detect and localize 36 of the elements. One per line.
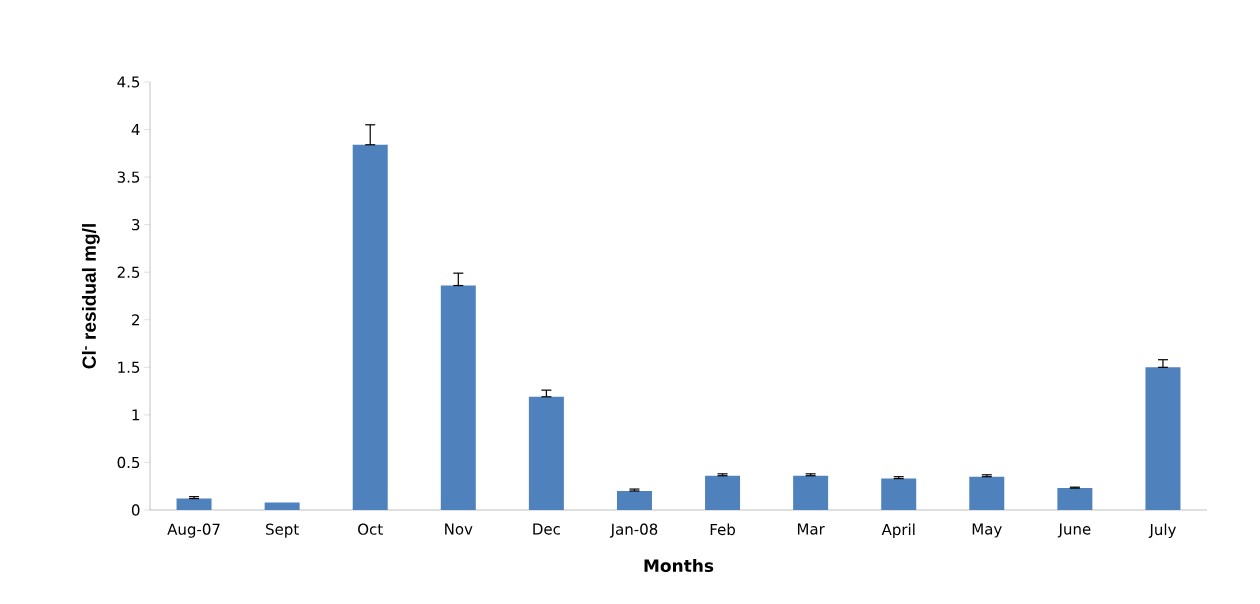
bar — [969, 476, 1005, 510]
bar — [528, 396, 564, 510]
bar — [616, 490, 652, 510]
y-tick-label: 2.5 — [117, 266, 140, 278]
x-tick-label: Nov — [445, 523, 473, 535]
y-tick-label: 4 — [131, 124, 140, 136]
x-tick-label: Dec — [533, 523, 560, 535]
y-tick-label: 1.5 — [118, 361, 140, 373]
bar — [440, 285, 476, 510]
bar — [1057, 488, 1093, 510]
bar — [352, 144, 388, 510]
y-tick-label: 2 — [132, 314, 139, 326]
x-axis-title: Months — [644, 558, 714, 573]
y-tick-label: 3.5 — [117, 171, 140, 183]
y-tick-label: 4.5 — [117, 76, 140, 88]
x-tick-label: Oct — [358, 523, 383, 535]
bar — [1145, 367, 1181, 510]
bar — [793, 475, 829, 510]
bar — [264, 502, 300, 510]
bar — [176, 498, 212, 510]
x-tick-label: June — [1057, 523, 1091, 538]
x-tick-label: July — [1148, 523, 1176, 539]
bar — [881, 478, 917, 510]
x-tick-label: Jan-08 — [609, 523, 658, 538]
y-tick-label: 3 — [132, 218, 140, 231]
x-tick-label: May — [972, 523, 1002, 538]
x-tick-label: April — [881, 523, 915, 539]
x-tick-label: Mar — [797, 523, 825, 535]
bar — [705, 475, 741, 510]
x-tick-label: Feb — [710, 523, 736, 536]
y-tick-label: 0 — [131, 504, 140, 516]
y-axis-title: Cl$^{-}$ residual mg/l — [81, 224, 100, 369]
x-tick-label: Sept — [266, 523, 299, 538]
y-tick-label: 1 — [132, 409, 140, 421]
y-tick-label: 0.5 — [117, 456, 140, 469]
x-tick-label: Aug-07 — [167, 523, 220, 538]
